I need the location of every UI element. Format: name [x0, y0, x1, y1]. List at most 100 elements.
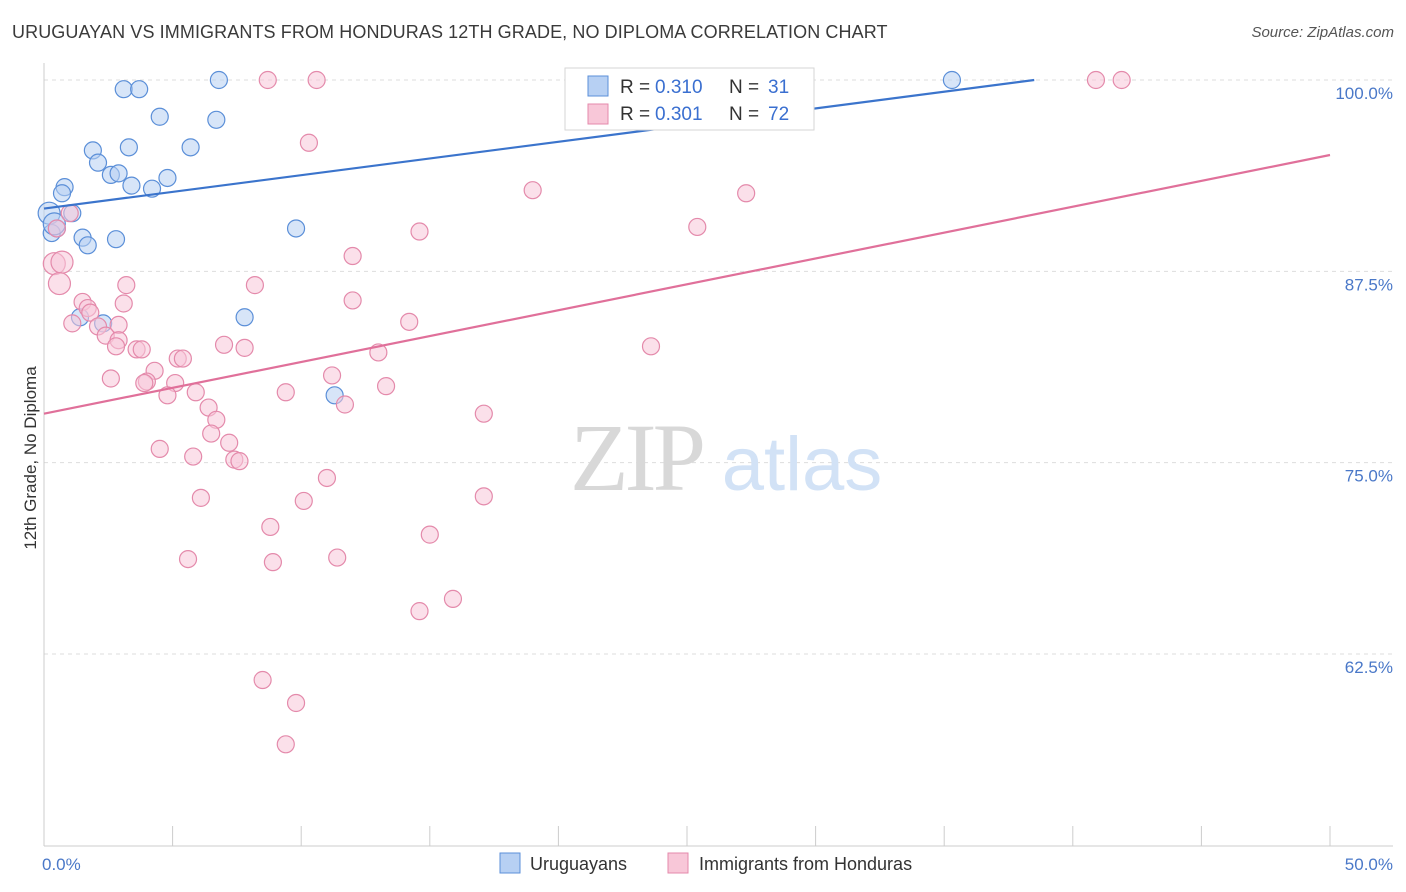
- point-honduras-0: [258, 70, 277, 90]
- legend-n-value-1: 72: [768, 104, 789, 125]
- point-honduras-8: [60, 204, 79, 223]
- point-honduras-60: [294, 491, 313, 511]
- point-honduras-19: [114, 294, 133, 313]
- point-honduras-20: [343, 291, 362, 310]
- point-honduras-9: [47, 219, 66, 238]
- point-honduras-16: [117, 276, 136, 295]
- point-honduras-35: [641, 337, 661, 356]
- point-honduras-14: [343, 246, 362, 266]
- point-honduras-63: [420, 525, 439, 544]
- legend-r-value-0: 0.310: [655, 77, 703, 98]
- point-honduras-39: [322, 366, 342, 385]
- point-honduras-29: [106, 337, 126, 356]
- point-honduras-6: [523, 181, 542, 200]
- point-honduras-40: [101, 369, 120, 388]
- series-legend: Uruguayans Immigrants from Honduras: [499, 852, 912, 874]
- point-uruguayans-17: [52, 184, 72, 203]
- legend-n-label-0: N =: [729, 77, 759, 98]
- bottom-legend-swatch-uruguayans: [499, 852, 521, 874]
- point-honduras-22: [81, 303, 100, 322]
- bottom-legend-swatch-honduras: [667, 852, 689, 874]
- point-honduras-70: [286, 693, 306, 713]
- y-axis-label: 12th Grade, No Diploma: [21, 366, 40, 550]
- point-honduras-37: [173, 349, 192, 368]
- point-uruguayans-9: [181, 138, 200, 157]
- point-uruguayans-6: [207, 110, 226, 129]
- legend-r-label-0: R =: [620, 77, 650, 98]
- point-honduras-15: [47, 271, 72, 296]
- axes: [43, 63, 1393, 847]
- point-honduras-32: [214, 335, 234, 354]
- chart-title: URUGUAYAN VS IMMIGRANTS FROM HONDURAS 12…: [12, 22, 888, 42]
- y-tick-label-3: 62.5%: [1345, 658, 1393, 677]
- point-uruguayans-23: [78, 236, 97, 255]
- point-uruguayans-15: [122, 176, 141, 195]
- tick-labels: 100.0% 87.5% 75.0% 62.5% 0.0% 50.0%: [42, 84, 1393, 874]
- trend-line-uruguayans: [43, 78, 1035, 210]
- point-honduras-33: [235, 338, 254, 357]
- point-honduras-11: [688, 217, 707, 237]
- bottom-legend-honduras: Immigrants from Honduras: [699, 854, 912, 874]
- point-honduras-62: [261, 517, 280, 537]
- point-honduras-59: [191, 488, 210, 507]
- point-uruguayans-2: [209, 70, 228, 90]
- correlation-legend: R = 0.310 N = 31 R = 0.301 N = 72: [564, 67, 815, 131]
- point-uruguayans-1: [130, 80, 149, 99]
- point-honduras-54: [150, 439, 169, 458]
- legend-swatch-honduras: [587, 103, 609, 125]
- watermark: ZIP atlas: [570, 404, 882, 511]
- point-honduras-31: [132, 340, 151, 359]
- legend-swatch-uruguayans: [587, 75, 609, 97]
- point-honduras-55: [184, 447, 203, 466]
- point-honduras-26: [400, 312, 419, 331]
- point-uruguayans-3: [942, 70, 962, 90]
- legend-n-label-1: N =: [729, 104, 759, 125]
- y-tick-label-0: 100.0%: [1335, 84, 1393, 103]
- point-honduras-46: [186, 383, 205, 402]
- legend-r-value-1: 0.301: [655, 104, 703, 125]
- point-honduras-5: [299, 133, 319, 152]
- point-honduras-13: [50, 250, 74, 274]
- point-honduras-24: [63, 314, 82, 333]
- point-honduras-67: [443, 589, 463, 608]
- point-uruguayans-12: [109, 164, 128, 183]
- point-uruguayans-25: [235, 308, 254, 327]
- point-uruguayans-13: [158, 168, 177, 188]
- chart-source: Source: ZipAtlas.com: [1251, 24, 1394, 41]
- point-uruguayans-8: [119, 138, 138, 157]
- point-honduras-48: [335, 395, 355, 414]
- point-honduras-45: [158, 386, 177, 405]
- point-honduras-42: [135, 373, 154, 393]
- x-tick-label-0: 0.0%: [42, 855, 81, 874]
- point-honduras-10: [410, 222, 429, 241]
- y-tick-label-1: 87.5%: [1345, 275, 1393, 294]
- point-uruguayans-5: [150, 107, 169, 126]
- point-honduras-7: [737, 184, 756, 203]
- point-honduras-1: [307, 70, 326, 90]
- point-honduras-52: [202, 424, 221, 443]
- trend-line-honduras: [43, 153, 1331, 415]
- y-tick-label-2: 75.0%: [1345, 467, 1393, 486]
- point-honduras-53: [220, 433, 239, 452]
- trend-lines: [43, 78, 1331, 415]
- point-uruguayans-24: [286, 219, 306, 238]
- point-honduras-61: [474, 487, 493, 506]
- watermark-atlas: atlas: [722, 422, 883, 507]
- point-honduras-44: [376, 377, 396, 396]
- point-honduras-65: [263, 553, 283, 572]
- point-honduras-69: [253, 670, 272, 690]
- point-honduras-64: [178, 549, 198, 569]
- point-uruguayans-22: [106, 230, 126, 249]
- bottom-legend-uruguayans: Uruguayans: [530, 854, 627, 874]
- point-honduras-17: [245, 276, 265, 295]
- point-uruguayans-0: [114, 80, 133, 99]
- point-honduras-4: [1112, 70, 1131, 90]
- point-honduras-3: [1086, 70, 1106, 90]
- x-tick-label-1: 50.0%: [1345, 855, 1393, 874]
- point-honduras-57: [230, 452, 249, 471]
- point-honduras-47: [276, 383, 295, 402]
- point-honduras-58: [317, 468, 337, 488]
- point-honduras-71: [276, 735, 295, 754]
- legend-n-value-0: 31: [768, 77, 789, 98]
